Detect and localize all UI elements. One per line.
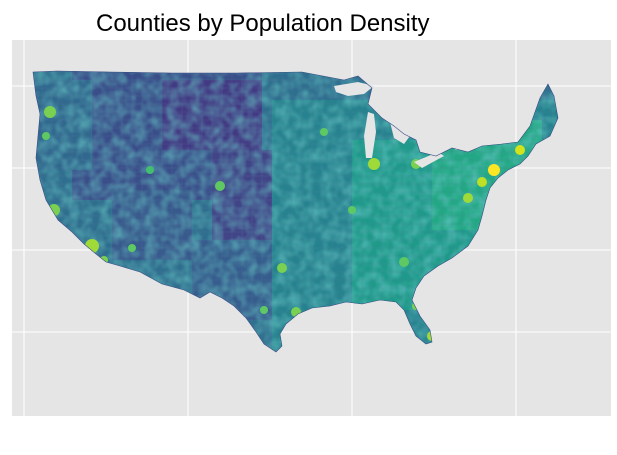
metro-washington	[463, 193, 473, 203]
metro-philadelphia	[477, 177, 487, 187]
chart-title: Counties by Population Density	[96, 10, 430, 37]
metro-san-antonio	[260, 306, 268, 314]
metro-salt-lake	[146, 166, 154, 174]
metro-atlanta	[399, 257, 409, 267]
metro-minneapolis	[320, 128, 328, 136]
metro-st-louis	[348, 206, 356, 214]
metro-portland	[42, 132, 50, 140]
metro-denver	[215, 181, 225, 191]
metro-boston	[515, 145, 525, 155]
lake-ontario	[450, 140, 472, 150]
lake-michigan	[364, 112, 376, 158]
metro-seattle	[44, 106, 56, 118]
map-panel	[12, 40, 611, 416]
metro-new-york	[488, 164, 500, 176]
great-lakes	[334, 82, 472, 168]
lake-superior	[334, 82, 374, 96]
lake-huron	[390, 122, 410, 144]
metro-chicago	[368, 158, 380, 170]
metro-dallas	[277, 263, 287, 273]
county-map	[12, 40, 611, 416]
metro-phoenix	[128, 244, 136, 252]
